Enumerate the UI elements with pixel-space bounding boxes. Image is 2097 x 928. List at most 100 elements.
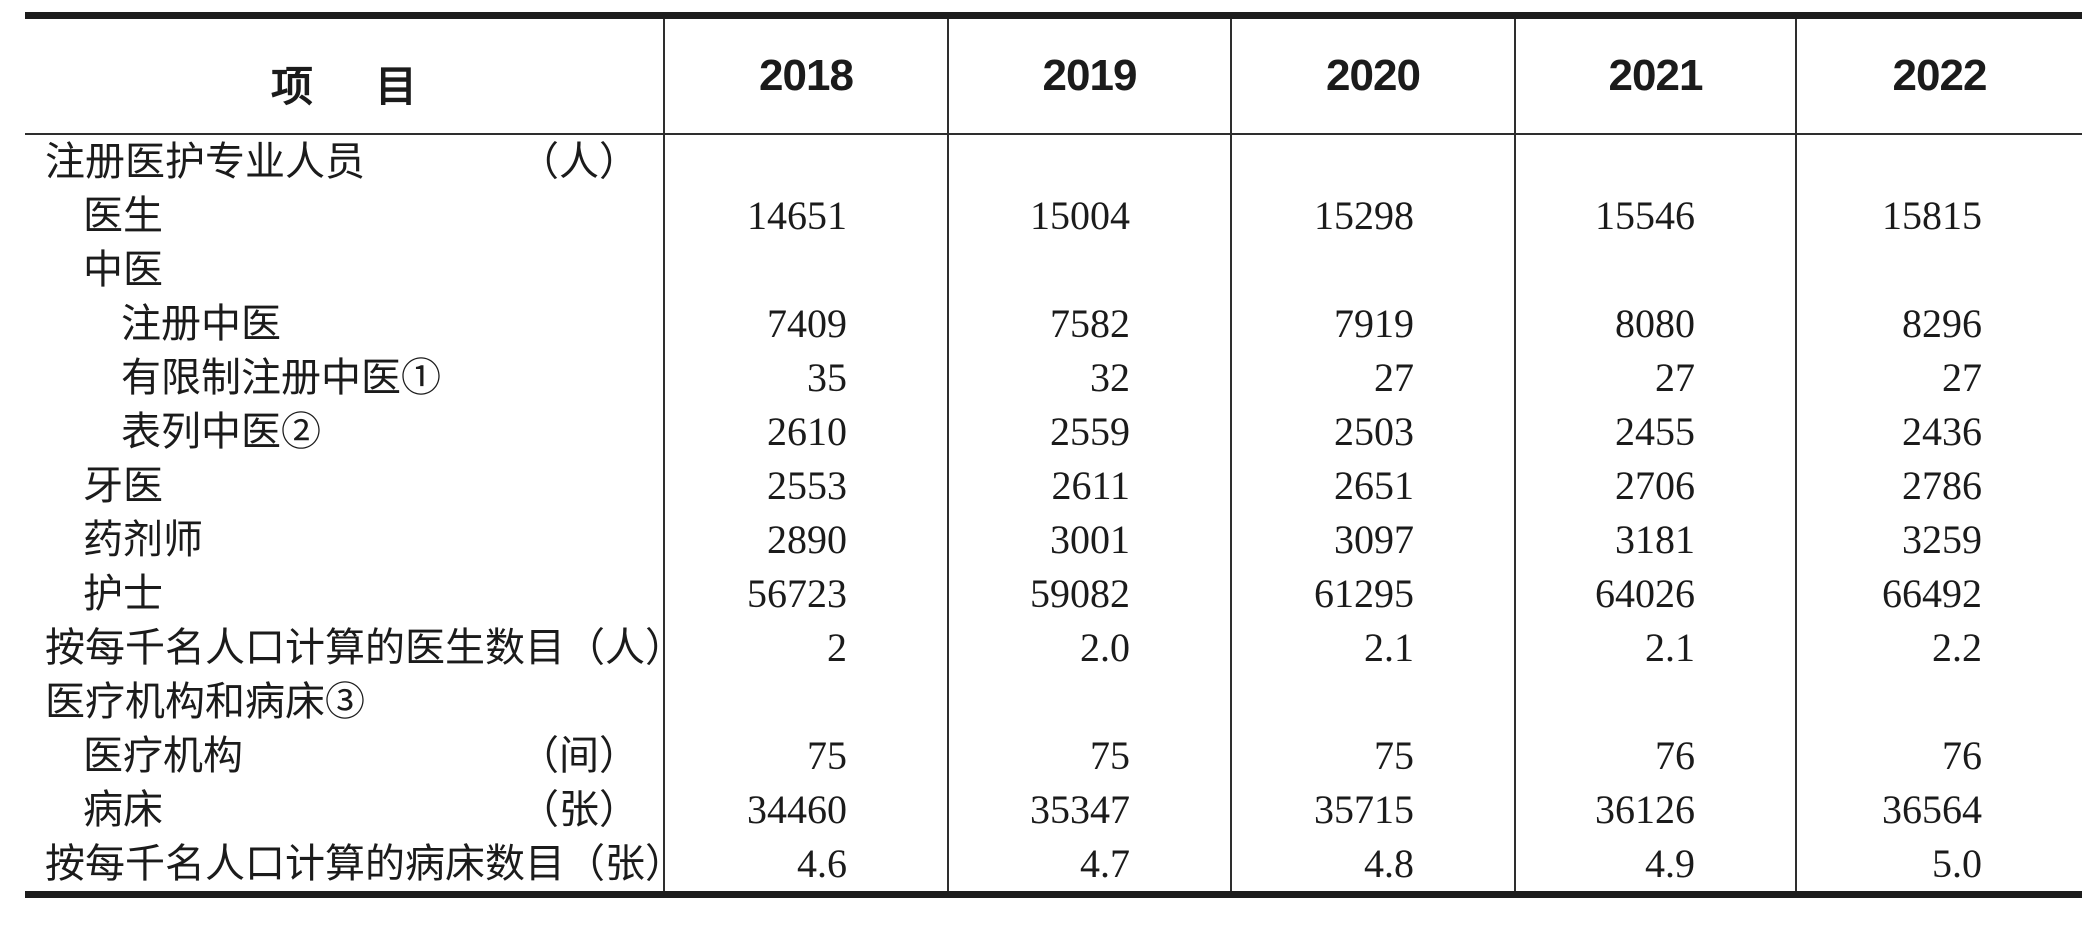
value-cell: 2.2 xyxy=(1795,621,2082,675)
row-label-cell: 注册医护专业人员 （人） xyxy=(25,134,664,189)
value-cell: 2706 xyxy=(1514,459,1796,513)
row-label: 医疗机构 xyxy=(83,733,243,778)
value-cell: 36564 xyxy=(1795,783,2082,837)
value-cell xyxy=(1230,243,1515,297)
value-cell xyxy=(663,134,948,189)
value-cell xyxy=(1230,675,1515,729)
value-cell xyxy=(663,675,948,729)
row-label-wrap: 医疗机构和病床③ xyxy=(45,675,663,729)
table-body: 注册医护专业人员 （人） 医生 14651 15004 15298 15546 15815 中医… xyxy=(25,134,2082,895)
value-cell xyxy=(1514,134,1796,189)
year-header-2022: 2022 xyxy=(1795,15,2082,135)
row-label-cell: 药剂师 xyxy=(25,513,664,567)
value-cell: 61295 xyxy=(1230,567,1515,621)
row-label: 医生 xyxy=(83,193,163,238)
value-cell: 2611 xyxy=(947,459,1231,513)
value-cell: 35715 xyxy=(1230,783,1515,837)
value-cell xyxy=(947,243,1231,297)
value-cell: 35347 xyxy=(947,783,1231,837)
row-label-cell: 病床 （张） xyxy=(25,783,664,837)
value-cell: 2436 xyxy=(1795,405,2082,459)
table-row: 医疗机构和病床③ xyxy=(25,675,2082,729)
value-cell: 3181 xyxy=(1514,513,1796,567)
row-unit: （张） xyxy=(519,787,639,832)
value-cell: 75 xyxy=(947,729,1231,783)
row-label: 药剂师 xyxy=(83,517,203,562)
value-cell: 2553 xyxy=(663,459,948,513)
row-label: 按每千名人口计算的医生数目 xyxy=(45,625,565,670)
row-label-wrap: 医疗机构 （间） xyxy=(45,729,663,783)
table-row: 牙医 2553 2611 2651 2706 2786 xyxy=(25,459,2082,513)
row-label-wrap: 医生 xyxy=(45,189,663,243)
table-row: 医生 14651 15004 15298 15546 15815 xyxy=(25,189,2082,243)
value-cell: 4.8 xyxy=(1230,837,1515,895)
row-label-cell: 牙医 xyxy=(25,459,664,513)
table-row: 按每千名人口计算的医生数目 （人） 2 2.0 2.1 2.1 2.2 xyxy=(25,621,2082,675)
table-row: 注册医护专业人员 （人） xyxy=(25,134,2082,189)
row-label-wrap: 注册医护专业人员 （人） xyxy=(45,135,663,189)
value-cell: 2 xyxy=(663,621,948,675)
value-cell xyxy=(663,243,948,297)
value-cell: 2.1 xyxy=(1230,621,1515,675)
row-label-wrap: 药剂师 xyxy=(45,513,663,567)
row-label: 表列中医② xyxy=(121,409,321,454)
value-cell xyxy=(1514,243,1796,297)
value-cell: 59082 xyxy=(947,567,1231,621)
value-cell: 76 xyxy=(1514,729,1796,783)
row-label-cell: 按每千名人口计算的医生数目 （人） xyxy=(25,621,685,675)
row-label-cell: 医生 xyxy=(25,189,664,243)
row-label-cell: 注册中医 xyxy=(25,297,664,351)
table-row: 有限制注册中医① 35 32 27 27 27 xyxy=(25,351,2082,405)
value-cell: 3259 xyxy=(1795,513,2082,567)
value-cell: 2651 xyxy=(1230,459,1515,513)
value-cell: 34460 xyxy=(663,783,948,837)
value-cell: 2610 xyxy=(663,405,948,459)
year-header-2019: 2019 xyxy=(947,15,1231,135)
row-label: 中医 xyxy=(83,247,163,292)
value-cell: 27 xyxy=(1230,351,1515,405)
value-cell: 75 xyxy=(1230,729,1515,783)
row-label-wrap: 有限制注册中医① xyxy=(45,351,663,405)
row-label-wrap: 按每千名人口计算的病床数目 （张） xyxy=(45,837,685,891)
value-cell: 14651 xyxy=(663,189,948,243)
row-label-cell: 有限制注册中医① xyxy=(25,351,664,405)
value-cell: 27 xyxy=(1795,351,2082,405)
item-header: 项 目 xyxy=(271,39,417,114)
value-cell: 7409 xyxy=(663,297,948,351)
row-unit: （间） xyxy=(519,733,639,778)
year-header-2021: 2021 xyxy=(1514,15,1796,135)
row-label: 按每千名人口计算的病床数目 xyxy=(45,841,565,886)
table-header: 项 目 2018 2019 2020 2021 2022 xyxy=(25,15,2082,135)
value-cell: 2890 xyxy=(663,513,948,567)
table-row: 病床 （张） 34460 35347 35715 36126 36564 xyxy=(25,783,2082,837)
value-cell: 2559 xyxy=(947,405,1231,459)
row-label: 病床 xyxy=(83,787,163,832)
row-label-cell: 医疗机构 （间） xyxy=(25,729,664,783)
medical-statistics-table: 项 目 2018 2019 2020 2021 2022 注册医护专业人员 （人）… xyxy=(25,12,2082,898)
value-cell: 15004 xyxy=(947,189,1231,243)
value-cell: 32 xyxy=(947,351,1231,405)
table-row: 注册中医 7409 7582 7919 8080 8296 xyxy=(25,297,2082,351)
value-cell: 15546 xyxy=(1514,189,1796,243)
row-label: 有限制注册中医① xyxy=(121,355,441,400)
row-label-wrap: 牙医 xyxy=(45,459,663,513)
value-cell: 36126 xyxy=(1514,783,1796,837)
value-cell: 76 xyxy=(1795,729,2082,783)
year-header-2018: 2018 xyxy=(663,15,948,135)
header-row: 项 目 2018 2019 2020 2021 2022 xyxy=(25,15,2082,135)
value-cell: 2455 xyxy=(1514,405,1796,459)
value-cell: 7919 xyxy=(1230,297,1515,351)
value-cell: 35 xyxy=(663,351,948,405)
row-label-wrap: 护士 xyxy=(45,567,663,621)
row-label-cell: 中医 xyxy=(25,243,664,297)
row-label-wrap: 注册中医 xyxy=(45,297,663,351)
value-cell xyxy=(1795,134,2082,189)
row-label: 牙医 xyxy=(83,463,163,508)
value-cell xyxy=(947,675,1231,729)
item-header-char-2: 目 xyxy=(375,64,418,111)
value-cell xyxy=(1230,134,1515,189)
yearbook-page: 项 目 2018 2019 2020 2021 2022 注册医护专业人员 （人）… xyxy=(25,12,2082,898)
table-row: 医疗机构 （间） 75 75 75 76 76 xyxy=(25,729,2082,783)
value-cell xyxy=(1795,675,2082,729)
year-header-2020: 2020 xyxy=(1230,15,1515,135)
